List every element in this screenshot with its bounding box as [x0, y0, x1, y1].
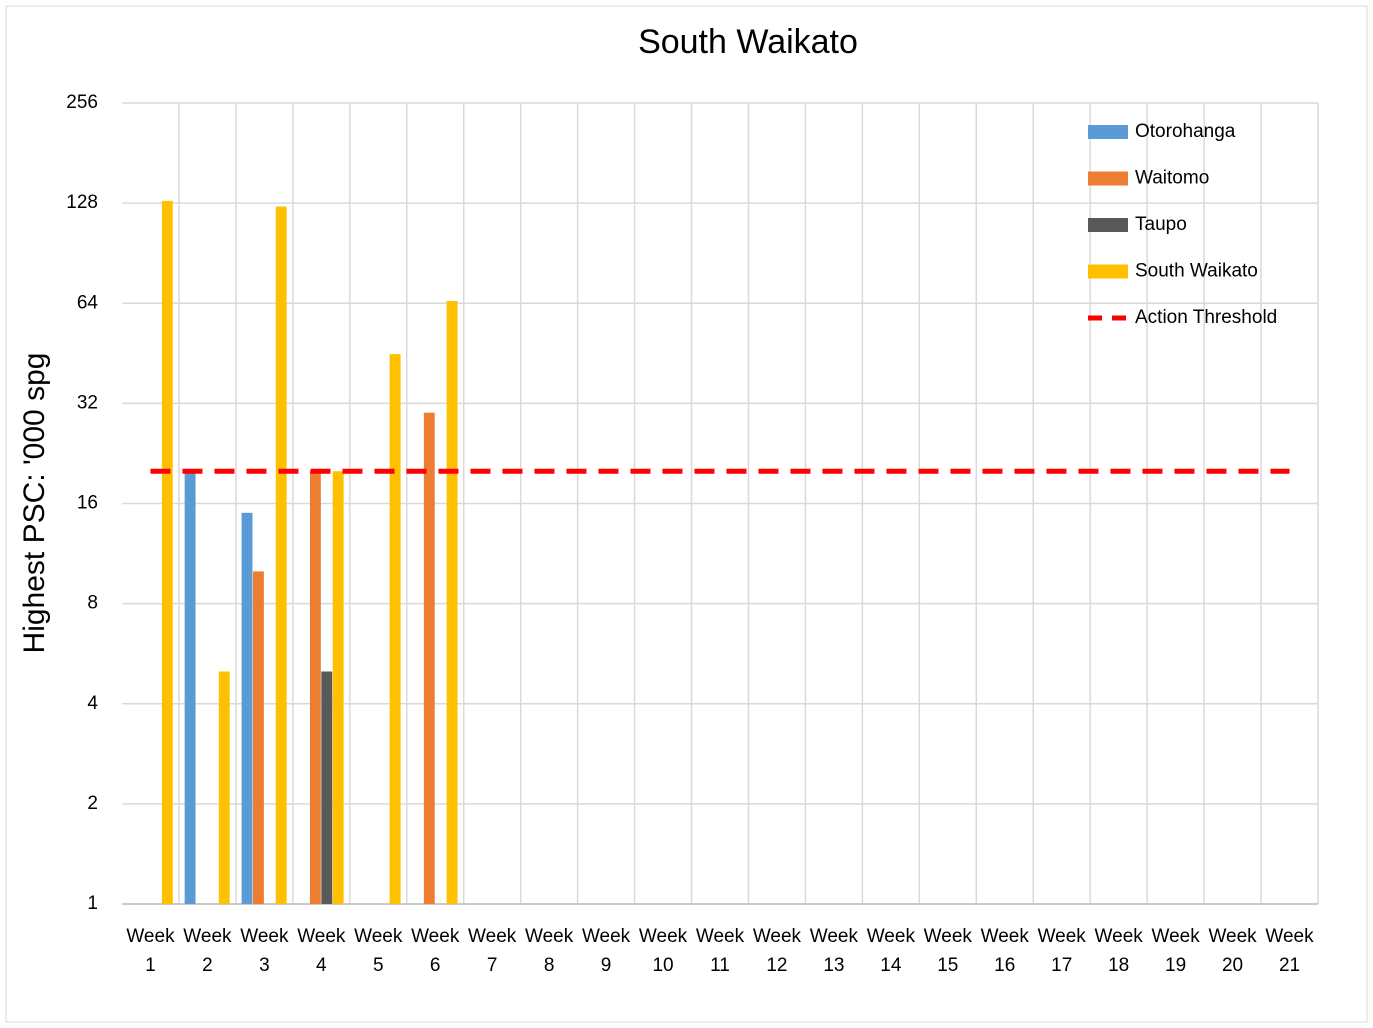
y-tick-label: 128 [66, 192, 98, 213]
bar [241, 512, 253, 904]
bar [275, 206, 287, 904]
bar [446, 301, 458, 904]
bar [309, 471, 321, 904]
y-tick-label: 32 [77, 392, 98, 413]
x-tick-label: Week 13 [809, 926, 858, 976]
legend-label: Action Threshold [1135, 307, 1277, 328]
x-tick-label: Week 8 [525, 926, 574, 976]
x-tick-label: Week 14 [866, 926, 915, 976]
bar [321, 671, 333, 904]
chart-border [5, 5, 1368, 1023]
legend-swatch [1088, 218, 1128, 232]
y-axis-label: Highest PSC: '000 spg [18, 353, 51, 654]
legend-label: Taupo [1135, 214, 1187, 235]
legend-label: South Waikato [1135, 261, 1258, 282]
y-tick-label: 8 [87, 593, 98, 614]
x-tick-label: Week 15 [923, 926, 972, 976]
legend-label: Otorohanga [1135, 121, 1236, 142]
legend-swatch [1088, 171, 1128, 186]
x-tick-label: Week 1 [126, 926, 175, 976]
y-tick-label: 1 [87, 893, 98, 914]
bar [252, 571, 264, 904]
legend-label: Waitomo [1135, 168, 1209, 189]
x-tick-label: Week 3 [240, 926, 289, 976]
x-tick-label: Week 4 [297, 926, 346, 976]
y-tick-label: 256 [66, 92, 98, 113]
bar [423, 412, 435, 904]
bar [218, 671, 230, 904]
x-tick-label: Week 16 [980, 926, 1029, 976]
x-tick-label: Week 19 [1151, 926, 1200, 976]
bar [161, 200, 173, 904]
x-tick-label: Week 11 [695, 926, 745, 976]
x-tick-label: Week 2 [183, 926, 232, 976]
legend-swatch [1088, 125, 1128, 139]
y-tick-label: 2 [87, 793, 98, 814]
y-tick-label: 16 [77, 493, 98, 514]
y-tick-label: 64 [77, 292, 99, 313]
x-tick-label: Week 10 [638, 926, 688, 976]
x-tick-label: Week 17 [1037, 926, 1086, 976]
x-tick-label: Week 18 [1094, 926, 1143, 976]
y-tick-label: 4 [87, 693, 98, 714]
x-tick-label: Week 20 [1208, 926, 1257, 976]
x-tick-label: Week 12 [752, 926, 802, 976]
legend-swatch [1088, 264, 1128, 279]
chart-title: South Waikato [638, 23, 858, 61]
bar [332, 471, 344, 904]
bar [184, 471, 196, 904]
x-tick-label: Week 7 [468, 926, 517, 976]
x-tick-label: Week 5 [354, 926, 403, 976]
x-tick-label: Week 9 [581, 926, 631, 976]
x-tick-label: Week 21 [1265, 926, 1314, 976]
bar [389, 354, 401, 905]
x-tick-label: Week 6 [411, 926, 460, 976]
